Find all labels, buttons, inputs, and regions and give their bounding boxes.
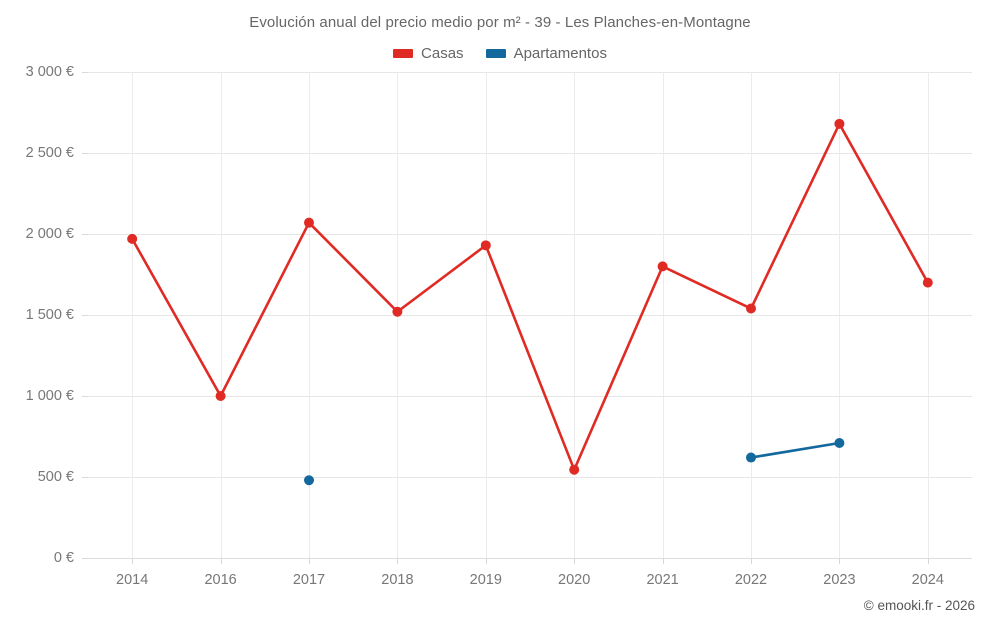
y-tick-mark [82,558,88,559]
legend-item-apartamentos[interactable]: Apartamentos [485,45,607,62]
series-line-apartamentos [749,441,841,459]
gridline-horizontal [88,396,972,397]
legend-swatch-apartamentos [485,49,506,58]
chart-legend: Casas Apartamentos [0,45,1000,62]
x-tick-mark [751,558,752,564]
x-tick-label: 2014 [116,572,149,588]
x-tick-mark [309,558,310,564]
series-line-casas [130,122,930,472]
data-point-casas-2016[interactable] [215,391,226,401]
x-tick-mark [132,558,134,564]
y-tick-label: 0 € [53,550,74,566]
legend-swatch-casas [393,49,414,58]
x-tick-label: 2023 [823,572,856,588]
data-point-casas-2020[interactable] [569,464,580,475]
y-tick-mark [82,396,88,397]
x-tick-mark [485,558,487,564]
data-point-casas-2017[interactable] [304,217,314,228]
y-tick-mark [82,153,88,154]
credit-text: © emooki.fr - 2026 [863,598,975,613]
y-tick-label: 1 500 € [25,307,74,323]
data-point-casas-2018[interactable] [392,306,403,317]
y-tick-label: 2 000 € [25,226,74,242]
gridline-horizontal [88,477,972,478]
x-tick-label: 2020 [558,572,591,588]
gridline-vertical [662,72,664,558]
x-axis-line [88,558,972,559]
gridline-vertical [927,72,929,558]
legend-item-casas[interactable]: Casas [393,45,464,62]
x-tick-mark [397,558,399,564]
x-tick-mark [927,558,929,564]
y-tick-mark [82,234,88,235]
gridline-horizontal [88,72,972,73]
gridline-vertical [485,72,487,558]
data-point-casas-2024[interactable] [922,277,933,288]
legend-label-casas: Casas [421,45,464,62]
x-tick-label: 2019 [469,572,502,588]
gridline-vertical [220,72,222,558]
series-layer [127,118,933,486]
y-tick-mark [82,477,88,478]
data-point-casas-2022[interactable] [746,303,756,314]
legend-label-apartamentos: Apartamentos [513,45,607,62]
data-point-casas-2019[interactable] [480,240,491,251]
gridline-vertical [839,72,841,558]
gridline-horizontal [88,234,972,235]
y-tick-mark [82,72,88,73]
gridline-horizontal [88,153,972,154]
data-point-apartamentos-2017[interactable] [304,475,314,486]
gridline-vertical [751,72,752,558]
x-tick-mark [839,558,841,564]
plot-area: 0 € 500 € 1 000 € 1 500 € 2 000 € 2 500 € 3 00… [26,64,972,588]
x-tick-label: 2018 [381,572,414,588]
chart-title: Evolución anual del precio medio por m² … [249,14,751,31]
data-point-apartamentos-2022[interactable] [746,452,756,463]
x-tick-label: 2022 [734,572,768,588]
y-tick-label: 1 000 € [25,388,74,404]
x-tick-label: 2017 [292,572,326,588]
y-tick-label: 3 000 € [25,64,74,80]
data-point-casas-2023[interactable] [834,118,845,129]
data-point-apartamentos-2023[interactable] [834,437,845,448]
x-tick-label: 2024 [911,572,944,588]
y-tick-mark [82,315,88,316]
data-point-casas-2014[interactable] [127,233,138,244]
x-tick-mark [220,558,222,564]
data-point-casas-2021[interactable] [657,261,668,272]
y-tick-label: 500 € [37,469,74,485]
x-tick-label: 2021 [646,572,679,588]
gridline-vertical [574,72,576,558]
x-tick-mark [662,558,664,564]
gridline-vertical [132,72,134,558]
gridline-horizontal [88,315,972,316]
y-tick-label: 2 500 € [25,145,74,161]
x-tick-mark [574,558,576,564]
x-tick-label: 2016 [204,572,237,588]
gridline-vertical [309,72,310,558]
